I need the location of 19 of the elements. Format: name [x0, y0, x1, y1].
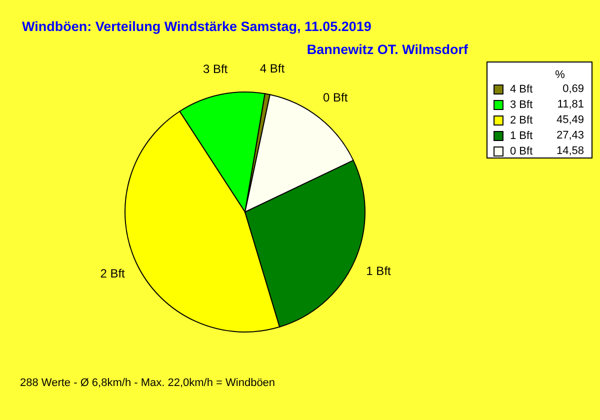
slice-label: 0 Bft — [323, 90, 348, 104]
legend-label: 4 Bft — [510, 84, 533, 96]
chart-title: Windböen: Verteilung Windstärke Samstag, 11.05.2019 — [22, 19, 372, 34]
data-label: 45,49 — [556, 114, 584, 126]
slice-label: 1 Bft — [366, 264, 392, 278]
text: 288 Werte - Ø 6,8km/h - Max. 22,0km/h = Windböen — [20, 377, 276, 389]
data-label: 11,81 — [557, 98, 584, 110]
legend-title: % — [555, 69, 566, 81]
legend-label: 0 Bft — [510, 146, 533, 158]
data-label: 0,69 — [562, 83, 584, 95]
data-label: 14,58 — [556, 145, 584, 157]
slice-label: 4 Bft — [260, 62, 286, 76]
legend-label: 3 Bft — [510, 99, 533, 111]
legend-label: 2 Bft — [510, 114, 533, 126]
legend-label: 1 Bft — [510, 130, 533, 142]
slice-label: 2 Bft — [100, 266, 126, 280]
data-label: 27,43 — [556, 130, 584, 142]
slice-label: 3 Bft — [202, 62, 228, 76]
chart-subtitle: Bannewitz OT. Wilmsdorf — [306, 42, 468, 57]
